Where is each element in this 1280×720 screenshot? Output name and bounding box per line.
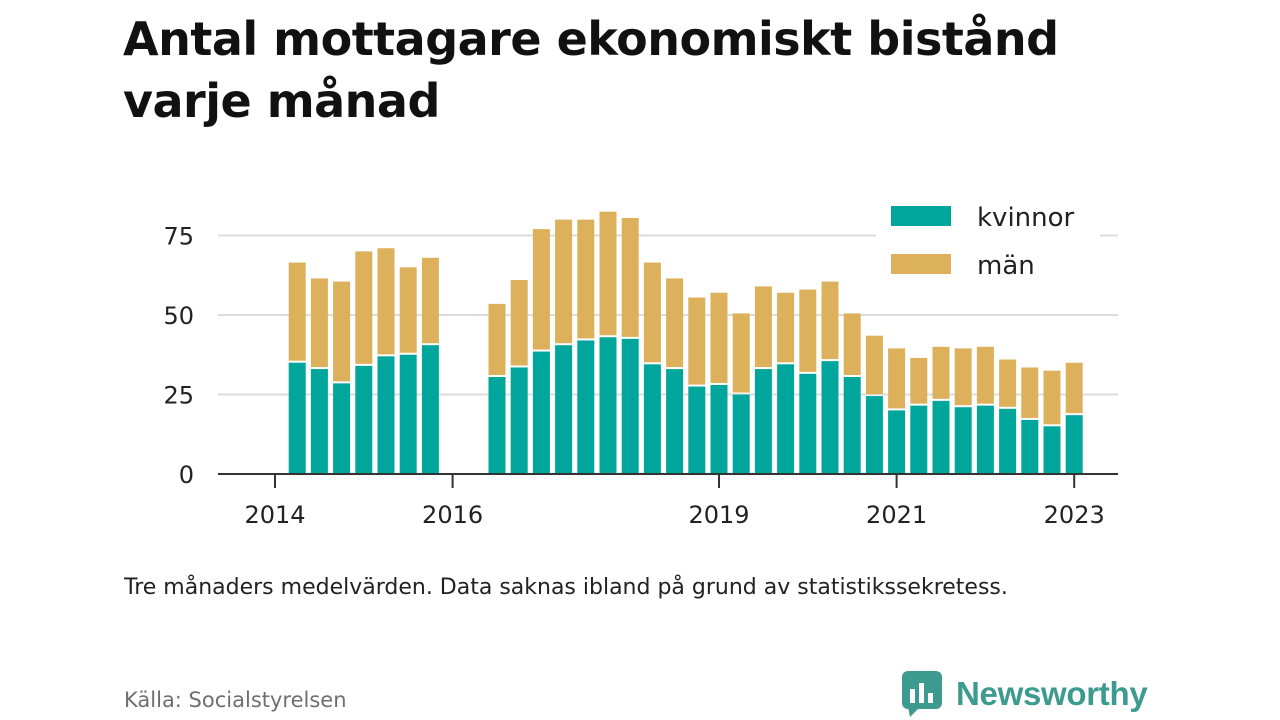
bar-män (555, 219, 573, 344)
bar-män (666, 278, 684, 368)
y-tick-label: 0 (179, 461, 194, 489)
bar-män (310, 278, 328, 368)
y-tick-label: 75 (163, 223, 194, 251)
bar-kvinnor (643, 364, 661, 474)
bar-män (843, 313, 861, 376)
bar-män (355, 251, 373, 364)
bar-kvinnor (666, 369, 684, 474)
x-tick-label: 2016 (422, 501, 483, 529)
bar-kvinnor (976, 405, 994, 474)
bar-kvinnor (732, 394, 750, 474)
bar-kvinnor (1043, 426, 1061, 474)
bar-kvinnor (888, 410, 906, 474)
bar-män (510, 280, 528, 366)
logo-name: Newsworthy (956, 675, 1148, 712)
bar-män (799, 289, 817, 372)
bar-kvinnor (688, 386, 706, 474)
bar-kvinnor (310, 369, 328, 474)
chart: 0 25 50 75 2014 2016 2019 2021 2023 kvinnor män (163, 196, 1118, 529)
bar-kvinnor (910, 405, 928, 474)
bar-män (710, 292, 728, 383)
bar-män (754, 286, 772, 368)
y-axis: 0 25 50 75 (163, 223, 194, 490)
x-tick-label: 2021 (866, 501, 927, 529)
bar-män (599, 211, 617, 336)
bar-män (910, 357, 928, 404)
bar-män (1021, 367, 1039, 418)
bar-kvinnor (288, 362, 306, 474)
bar-kvinnor (488, 377, 506, 474)
bar-män (777, 292, 795, 363)
bar-män (643, 262, 661, 363)
bar-män (732, 313, 750, 393)
bar-män (1065, 362, 1083, 414)
bar-kvinnor (821, 361, 839, 474)
bar-kvinnor (777, 364, 795, 474)
bar-kvinnor (377, 356, 395, 474)
bar-män (999, 359, 1017, 407)
bar-män (377, 248, 395, 355)
bar-kvinnor (555, 345, 573, 474)
bar-kvinnor (532, 351, 550, 474)
bar-män (532, 229, 550, 350)
bar-män (333, 281, 351, 382)
bar-kvinnor (510, 367, 528, 474)
bar-män (1043, 370, 1061, 425)
bar-män (688, 297, 706, 385)
bar-män (488, 303, 506, 376)
bar-kvinnor (421, 345, 439, 474)
bars (288, 211, 1083, 474)
newsworthy-logo: Newsworthy (902, 671, 1148, 717)
bar-kvinnor (1065, 415, 1083, 474)
bar-män (399, 267, 417, 353)
bar-kvinnor (954, 407, 972, 474)
y-tick-label: 25 (163, 382, 194, 410)
bar-män (976, 346, 994, 404)
bar-kvinnor (843, 377, 861, 474)
x-tick-label: 2014 (244, 501, 305, 529)
legend-swatch-kvinnor (891, 206, 951, 226)
bar-kvinnor (355, 365, 373, 474)
bar-män (932, 346, 950, 399)
newsworthy-icon (902, 671, 942, 717)
bar-män (821, 281, 839, 360)
bar-kvinnor (799, 373, 817, 474)
bar-kvinnor (577, 340, 595, 474)
chart-title: Antal mottagare ekonomiskt bistånd varje… (123, 12, 1059, 128)
x-axis: 2014 2016 2019 2021 2023 (218, 473, 1118, 529)
bar-män (288, 262, 306, 361)
legend: kvinnor män (876, 196, 1100, 288)
bar-män (621, 218, 639, 337)
bar-kvinnor (333, 383, 351, 474)
chart-note: Tre månaders medelvärden. Data saknas ib… (124, 575, 1008, 600)
bar-kvinnor (1021, 419, 1039, 474)
x-tick-label: 2023 (1044, 501, 1105, 529)
legend-label-kvinnor: kvinnor (977, 203, 1075, 233)
bar-kvinnor (865, 396, 883, 474)
bar-män (577, 219, 595, 339)
bar-kvinnor (754, 369, 772, 474)
bar-kvinnor (710, 384, 728, 474)
bar-män (888, 348, 906, 409)
bar-kvinnor (399, 354, 417, 474)
bar-män (954, 348, 972, 406)
bar-kvinnor (621, 338, 639, 474)
bar-kvinnor (999, 408, 1017, 474)
bar-män (421, 257, 439, 344)
source-text: Källa: Socialstyrelsen (124, 688, 347, 712)
x-tick-label: 2019 (688, 501, 749, 529)
y-tick-label: 50 (163, 302, 194, 330)
legend-swatch-män (891, 254, 951, 274)
legend-label-män: män (977, 251, 1035, 281)
bar-kvinnor (932, 400, 950, 474)
bar-män (865, 335, 883, 395)
bar-kvinnor (599, 337, 617, 474)
